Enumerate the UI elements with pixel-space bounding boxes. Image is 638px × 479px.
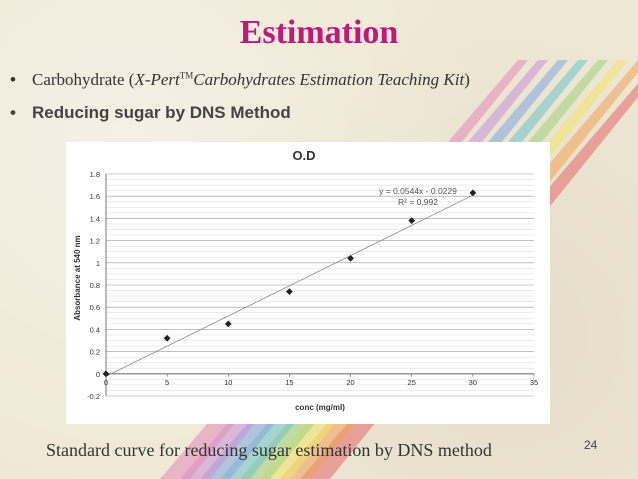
y-tick-label: 1.6 [90,192,100,201]
bullet1-kit-name: X-Pert [134,70,180,89]
data-point [347,254,354,262]
y-tick-label: 1 [96,259,100,268]
y-tick-label: 0 [96,370,100,379]
data-point [163,334,171,342]
chart-title: O.D [292,148,315,163]
y-tick-label: 0.6 [90,303,100,312]
x-tick-label: 35 [530,378,538,387]
bullet1-prefix: Carbohydrate ( [32,70,135,89]
scatter-chart: -0.2 0 0.2 0.4 0.6 0.8 1 1.2 1.4 1.6 1.8 0 5 10 15 20 25… [73,148,538,412]
y-tick-label: 0.4 [90,325,100,334]
bullet1-trademark: TM [179,70,194,81]
x-tick-label: 0 [104,378,108,387]
bullet-dot-icon: • [10,70,16,89]
x-tick-label: 15 [285,378,293,387]
trendline [105,194,474,377]
chart-trendline-group [105,194,474,377]
y-tick-label: 1.8 [90,170,100,179]
y-axis-label: Absorbance at 540 nm [73,235,82,320]
trendline-equation: y = 0.0544x - 0.0229 [379,186,457,196]
data-point [224,320,232,328]
x-tick-label: 25 [408,378,416,387]
bullet-dot-icon: • [10,103,16,122]
y-tick-label: 1.4 [90,214,100,223]
chart-container: -0.2 0 0.2 0.4 0.6 0.8 1 1.2 1.4 1.6 1.8 0 5 10 15 20 25… [66,142,550,424]
data-point [102,370,110,378]
trendline-r-squared: R² = 0.992 [398,197,438,207]
page-number: 24 [584,438,598,452]
slide-caption: Standard curve for reducing sugar estima… [46,440,492,460]
bullet-dns-method: • Reducing sugar by DNS Method [10,103,291,123]
bullet2-label: Reducing sugar by DNS Method [32,103,291,122]
y-tick-label: 0.8 [90,281,100,290]
y-tick-label: 1.2 [90,237,100,246]
x-tick-label: 20 [346,378,354,387]
x-tick-label: 30 [469,378,477,387]
data-point [286,288,293,296]
bullet-carbohydrate-kit: • Carbohydrate (X-PertTMCarbohydrates Est… [10,70,470,90]
x-axis-label: conc (mg/ml) [295,403,345,412]
x-tick-label: 10 [224,378,232,387]
y-tick-label: 0.2 [90,348,100,357]
y-tick-label: -0.2 [87,392,100,401]
data-point [408,217,416,225]
chart-points [102,189,477,378]
data-point [469,189,477,197]
chart-gridlines [106,173,534,397]
x-tick-label: 5 [165,378,169,387]
chart-axes: -0.2 0 0.2 0.4 0.6 0.8 1 1.2 1.4 1.6 1.8 0 5 10 15 20 25… [87,170,538,401]
slide-title: Estimation [239,14,399,51]
bullet1-kit-rest: Carbohydrates Estimation Teaching Kit [193,70,465,89]
bullet1-suffix: ) [464,70,470,89]
